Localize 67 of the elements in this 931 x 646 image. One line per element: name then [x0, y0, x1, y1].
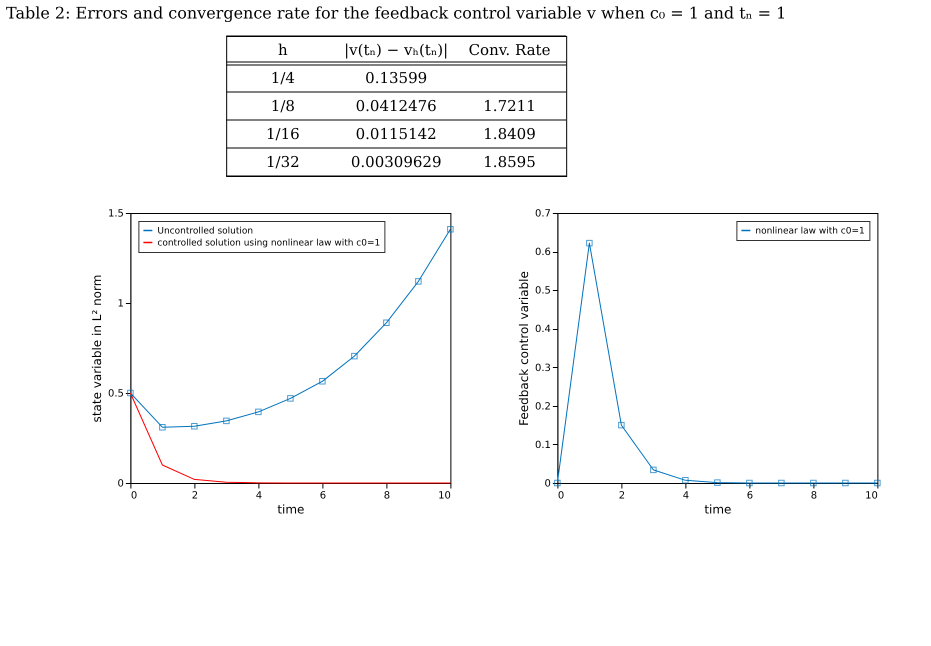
point: [682, 477, 689, 484]
x-tick-label: 2: [192, 490, 198, 502]
y-axis-title: Feedback control variable: [516, 271, 531, 426]
category-label: |v(tₙ) − vₕ(tₙ)|: [344, 41, 448, 59]
x-tick-label: 8: [810, 490, 818, 502]
category-label: h: [278, 41, 288, 59]
text: Table 2: Errors and convergence rate for the feedback control variable v when c₀ = 1 and tₙ = 1: [6, 4, 786, 22]
point: [842, 480, 849, 486]
point: [223, 418, 230, 424]
legend-label: controlled solution using nonlinear law with c0=1: [157, 238, 380, 248]
x-tick-label: 6: [746, 490, 754, 502]
y-tick-label: 0: [544, 478, 551, 490]
y-axis-title: state variable in L² norm: [90, 274, 104, 422]
text: 0.0115142: [356, 125, 437, 143]
x-tick-label: 0: [558, 490, 564, 502]
text: 0.0412476: [356, 97, 437, 115]
point: [255, 408, 262, 416]
y-tick-label: 1: [118, 298, 124, 310]
x-tick-label: 0: [130, 490, 138, 502]
point: [650, 466, 657, 474]
y-tick-label: 0.5: [108, 388, 124, 400]
text: 1.7211: [483, 97, 536, 115]
text: 0.00309629: [350, 153, 442, 171]
y-tick-label: 0.6: [534, 247, 551, 258]
point: [287, 395, 294, 402]
point: [586, 240, 593, 246]
point: [415, 278, 422, 285]
x-axis-title: time: [277, 502, 304, 516]
point: [810, 480, 817, 486]
text: 1/8: [270, 97, 295, 115]
point: [319, 378, 326, 385]
text: 0.13599: [365, 69, 428, 87]
x-tick-label: 8: [384, 490, 390, 502]
point: [159, 424, 166, 430]
y-tick-label: 0.1: [534, 440, 551, 451]
point: [778, 480, 785, 486]
x-tick-label: 10: [865, 490, 878, 502]
x-tick-label: 10: [438, 490, 451, 502]
text: 1.8409: [483, 125, 536, 143]
legend-label: nonlinear law with c0=1: [755, 226, 865, 236]
point: [447, 226, 454, 232]
point: [746, 480, 753, 486]
point: [191, 423, 198, 430]
y-tick-label: 0.2: [534, 401, 551, 412]
text: 1/16: [266, 125, 300, 143]
x-tick-label: 4: [682, 490, 690, 502]
y-tick-label: 0: [118, 478, 124, 490]
text: 1/4: [270, 69, 295, 87]
point: [351, 352, 358, 360]
y-tick-label: 0.7: [534, 208, 551, 220]
y-tick-label: 0.5: [534, 286, 551, 297]
point: [127, 390, 134, 396]
x-tick-label: 2: [618, 490, 626, 502]
text: 1/32: [266, 153, 300, 171]
y-tick-label: 1.5: [108, 208, 124, 220]
point: [383, 320, 390, 326]
x-axis-title: time: [704, 502, 732, 516]
category-label: Conv. Rate: [468, 41, 551, 59]
legend-label: Uncontrolled solution: [157, 226, 254, 236]
text: 1.8595: [483, 153, 536, 171]
x-tick-label: 4: [256, 490, 262, 502]
point: [714, 479, 721, 486]
x-tick-label: 6: [320, 490, 326, 502]
y-tick-label: 0.4: [534, 324, 551, 336]
point: [618, 422, 625, 428]
y-tick-label: 0.3: [534, 362, 551, 374]
point: [874, 480, 881, 486]
